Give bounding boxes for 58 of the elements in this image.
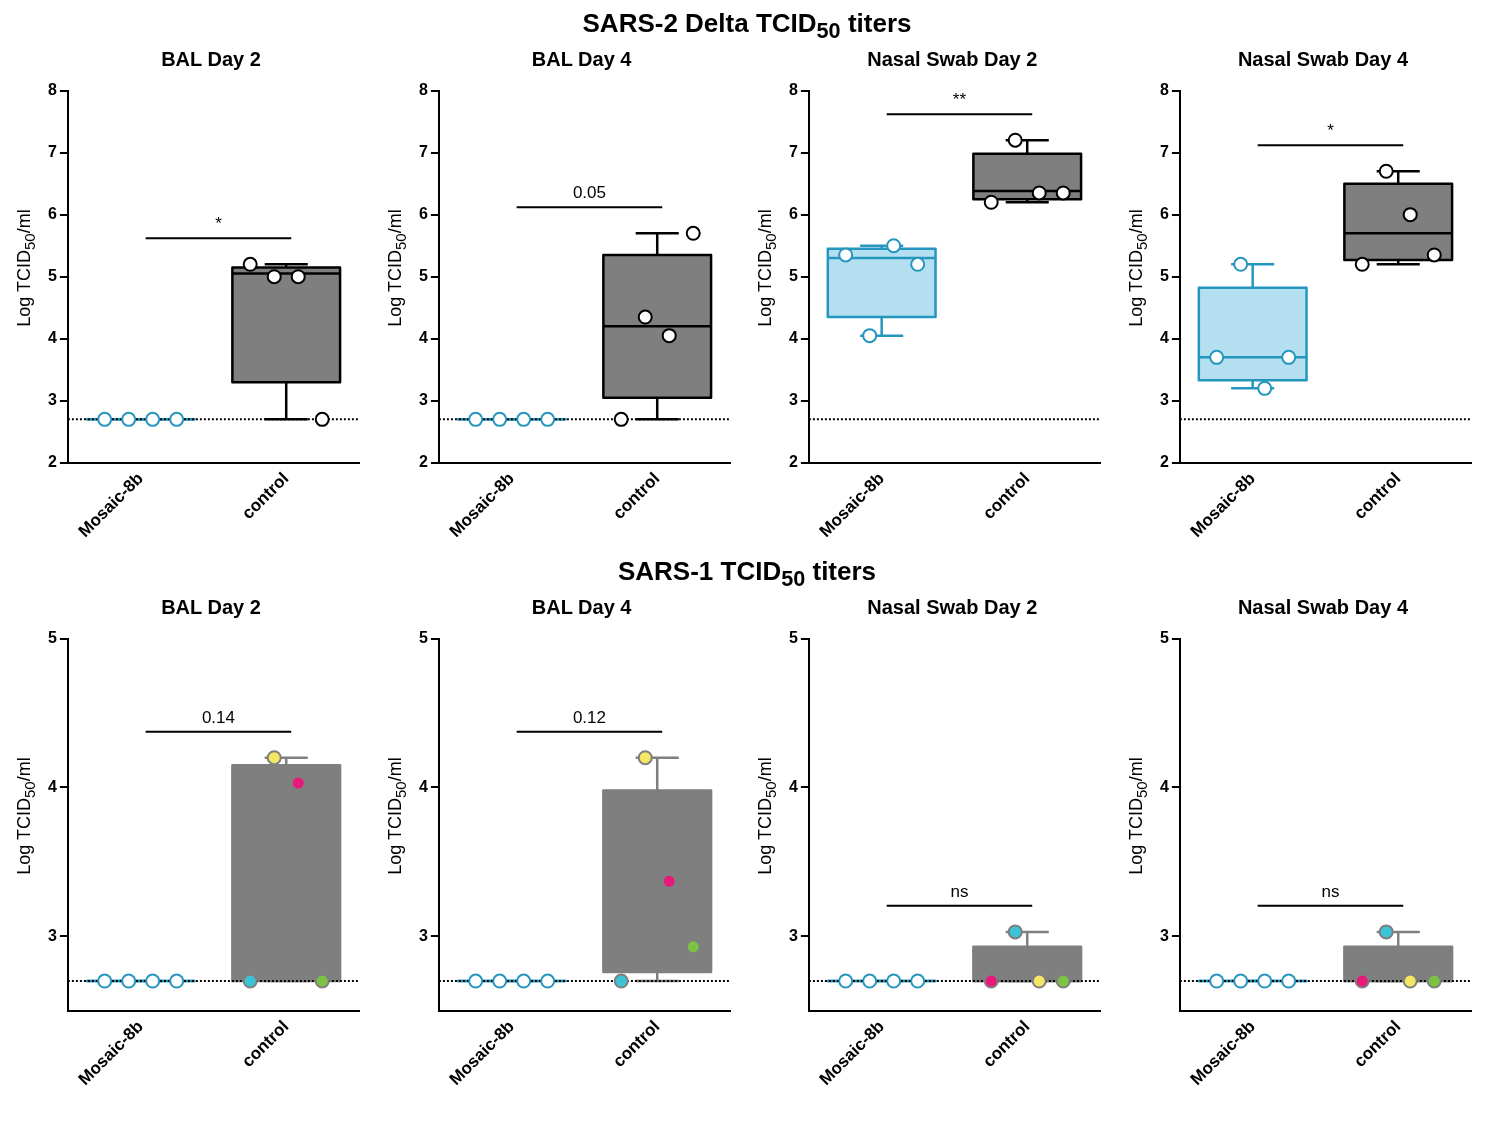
annotation: ns <box>1321 882 1340 902</box>
y-tick-label: 8 <box>1159 81 1169 99</box>
y-tick-label: 2 <box>418 453 428 471</box>
y-tick-label: 4 <box>418 777 428 795</box>
y-tick-label: 5 <box>1159 267 1169 285</box>
y-tick-label: 5 <box>789 629 799 647</box>
y-tick-label: 3 <box>47 391 57 409</box>
chart-subtitle: Nasal Swab Day 4 <box>1236 596 1409 620</box>
y-tick-label: 5 <box>1159 629 1169 647</box>
y-tick-label: 6 <box>1159 205 1169 223</box>
chart-subtitle: BAL Day 4 <box>530 596 632 620</box>
y-tick-label: 8 <box>789 81 799 99</box>
annotation: 0.05 <box>572 183 606 203</box>
chart-title: SARS-1 TCID$_{50}$ titers <box>616 556 878 594</box>
chart-title: SARS-2 Delta TCID$_{50}$ titers <box>581 8 913 46</box>
chart-subtitle: Nasal Swab Day 2 <box>866 596 1038 620</box>
y-tick-label: 4 <box>418 329 428 347</box>
y-tick-label: 7 <box>789 143 799 161</box>
y-tick-label: 4 <box>789 777 799 795</box>
y-tick-label: 5 <box>418 267 428 285</box>
annotation: * <box>215 214 223 234</box>
y-tick-label: 2 <box>47 453 57 471</box>
y-tick-label: 4 <box>1159 329 1169 347</box>
annotation: ns <box>950 882 969 902</box>
chart-subtitle: BAL Day 2 <box>160 596 261 620</box>
y-tick-label: 3 <box>789 926 799 944</box>
y-tick-label: 5 <box>47 267 57 285</box>
annotation: 0.12 <box>572 707 606 727</box>
y-tick-label: 6 <box>418 205 428 223</box>
y-tick-label: 6 <box>47 205 57 223</box>
chart-subtitle: Nasal Swab Day 4 <box>1236 48 1409 72</box>
chart-subtitle: BAL Day 2 <box>160 48 261 72</box>
y-tick-label: 5 <box>789 267 799 285</box>
y-tick-label: 8 <box>47 81 57 99</box>
chart-subtitle: Nasal Swab Day 2 <box>866 48 1038 72</box>
annotation: 0.14 <box>201 707 235 727</box>
y-tick-label: 7 <box>1159 143 1169 161</box>
y-tick-label: 3 <box>47 926 57 944</box>
annotation: ** <box>953 90 967 110</box>
y-tick-label: 8 <box>418 81 428 99</box>
y-tick-label: 4 <box>1159 777 1169 795</box>
y-tick-label: 3 <box>1159 926 1169 944</box>
y-tick-label: 6 <box>789 205 799 223</box>
y-tick-label: 4 <box>47 329 57 347</box>
y-tick-label: 7 <box>47 143 57 161</box>
y-tick-label: 2 <box>1159 453 1169 471</box>
annotation: * <box>1327 121 1335 141</box>
y-tick-label: 4 <box>789 329 799 347</box>
y-tick-label: 5 <box>47 629 57 647</box>
y-tick-label: 2 <box>789 453 799 471</box>
y-tick-label: 3 <box>418 926 428 944</box>
y-tick-label: 4 <box>47 777 57 795</box>
y-tick-label: 3 <box>418 391 428 409</box>
y-tick-label: 3 <box>789 391 799 409</box>
y-tick-label: 3 <box>1159 391 1169 409</box>
chart-subtitle: BAL Day 4 <box>530 48 632 72</box>
y-tick-label: 7 <box>418 143 428 161</box>
y-tick-label: 5 <box>418 629 428 647</box>
